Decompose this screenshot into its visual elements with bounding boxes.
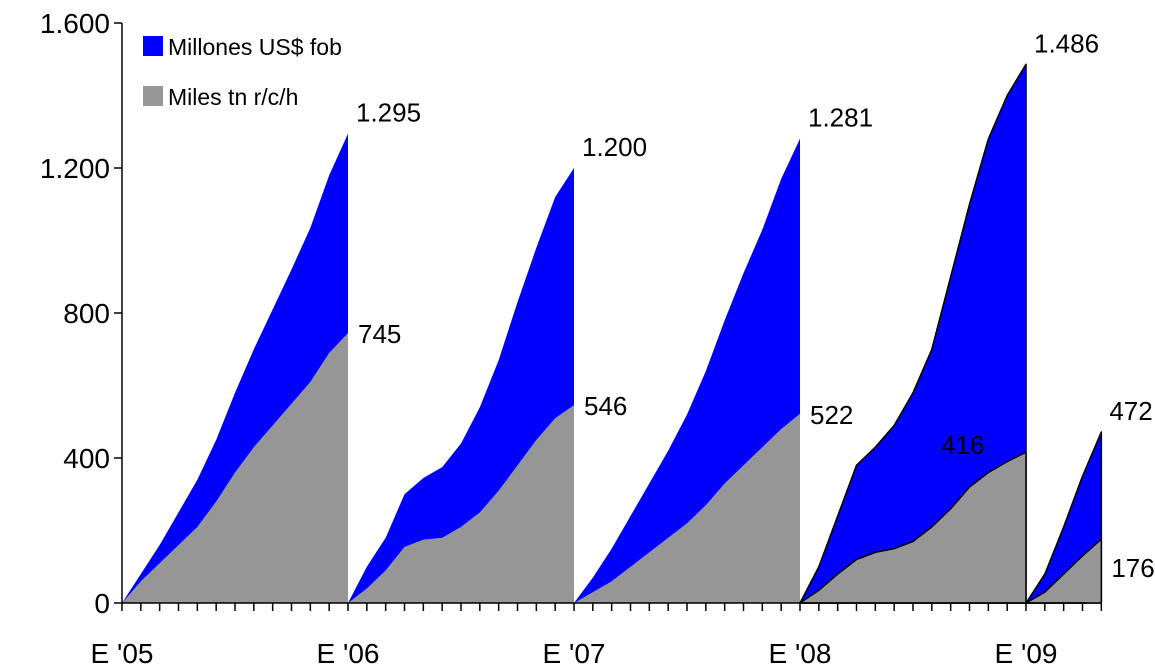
data-label-millones-1: 1.295 [356,98,421,128]
data-label-miles-3: 522 [810,400,853,430]
x-tick-label: E '09 [995,638,1058,669]
y-tick-label: 800 [63,298,110,329]
data-label-miles-2: 546 [584,391,627,421]
data-label-millones-2: 1.200 [582,132,647,162]
chart-legend: Millones US$ fob Miles tn r/c/h [143,34,342,110]
legend-label-1: Millones US$ fob [168,34,342,60]
y-tick-label: 1.200 [40,153,110,184]
data-label-millones-4: 1.486 [1034,28,1099,58]
data-label-miles-5: 176 [1111,553,1154,583]
x-tick-label: E '08 [769,638,832,669]
legend-swatch-2 [143,86,163,106]
series-area-miles-2 [348,405,574,603]
data-label-miles-4: 416 [941,430,984,460]
x-tick-label: E '07 [543,638,606,669]
x-tick-label: E '06 [317,638,380,669]
series-area-miles-3 [574,413,800,603]
series-area-miles-1 [122,332,348,603]
y-tick-label: 0 [94,588,110,619]
chart-areas [122,63,1103,604]
data-label-millones-5: 472 [1109,396,1152,426]
series-area-millones-4 [799,63,1027,604]
chart-axes: 0 400 800 1.200 1.600 E '05 E '06 E '07 E '08 E '… [40,8,1103,669]
legend-swatch-1 [143,36,163,56]
series-area-miles-4 [799,451,1027,604]
data-label-millones-3: 1.281 [808,103,873,133]
x-tick-label: E '05 [91,638,154,669]
chart-data-labels: 1.295 745 1.200 546 1.281 522 1.486 416 472 176 [356,28,1155,583]
data-label-miles-1: 745 [358,319,401,349]
y-tick-label: 1.600 [40,8,110,39]
y-tick-label: 400 [63,443,110,474]
legend-label-2: Miles tn r/c/h [168,84,298,110]
